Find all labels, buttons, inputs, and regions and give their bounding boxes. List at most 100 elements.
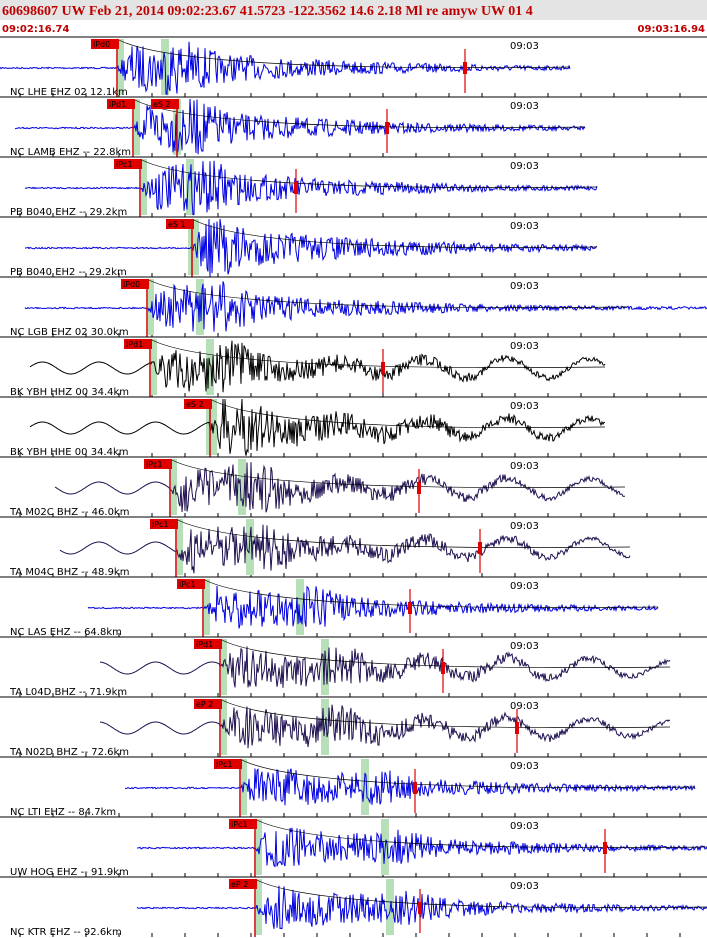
amplitude-mark	[441, 662, 445, 674]
pick-label: iPd0	[93, 40, 110, 49]
station-label: TA M04C BHZ -- 48.9km	[9, 567, 129, 578]
station-label: PB B040 EH2 -- 29.2km	[10, 267, 127, 278]
trace: 09:03 iPc1 NC LAS EHZ -- 64.8km	[0, 576, 707, 638]
s-window	[246, 519, 254, 575]
amplitude-mark	[478, 542, 482, 554]
amplitude-mark	[418, 902, 422, 914]
start-time: 09:02:16.74	[2, 24, 70, 35]
pick-label: iPd1	[109, 100, 126, 109]
station-label: BK YBH HHE 00 34.4km	[10, 447, 129, 458]
trace: 09:03 iPc1 NC LTI EHZ -- 84.7km	[0, 756, 707, 818]
time-label: 09:03	[510, 341, 539, 352]
decay-curve	[139, 158, 598, 189]
amplitude-mark	[603, 842, 607, 854]
waveform	[24, 281, 707, 332]
time-label: 09:03	[510, 401, 539, 412]
decay-curve	[191, 218, 598, 249]
pick-label: iPc1	[179, 580, 196, 589]
amplitude-mark	[417, 482, 421, 494]
pick-flag	[121, 279, 149, 289]
trace: 09:03 eS 1 PB B040 EH2 -- 29.2km	[0, 216, 707, 278]
time-label: 09:03	[510, 581, 539, 592]
decay-curve	[202, 578, 659, 609]
amplitude-mark	[413, 782, 417, 794]
decay-curve	[149, 338, 606, 369]
time-label: 09:03	[510, 41, 539, 52]
waveform	[87, 585, 659, 629]
p-window	[221, 639, 227, 695]
station-label: TA L04D BHZ -- 71.9km	[9, 687, 127, 698]
time-label: 09:03	[510, 281, 539, 292]
decay-curve	[175, 518, 631, 549]
station-label: PB B040 EHZ -- 29.2km	[10, 207, 127, 218]
p-window	[221, 699, 227, 755]
amplitude-mark	[385, 122, 389, 134]
trace: 09:03 iPd0 NC LHE EHZ 02 12.1km	[0, 36, 707, 98]
time-label: 09:03	[510, 881, 539, 892]
decay-curve	[219, 698, 671, 729]
trace: 09:03 iPc1 PB B040 EHZ -- 29.2km	[0, 156, 707, 218]
pick-flag	[124, 339, 152, 349]
waveform	[54, 462, 625, 513]
decay-curve	[146, 278, 628, 309]
trace: 09:03 iPd1 BK YBH HHZ 00 34.4km	[0, 336, 707, 398]
waveform	[59, 524, 631, 574]
waveform	[29, 340, 606, 393]
pick-flag	[229, 819, 257, 829]
pick-label: iPc1	[152, 520, 169, 529]
pick-flag	[214, 759, 242, 769]
station-label: NC LHE EHZ 02 12.1km	[10, 87, 128, 98]
pick-label: eP 2	[196, 700, 213, 709]
waveform	[124, 768, 696, 806]
waveform	[136, 885, 707, 930]
station-label: TA N02D BHZ -- 72.6km	[9, 747, 129, 758]
time-label: 09:03	[510, 521, 539, 532]
s-window	[206, 339, 214, 395]
time-label: 09:03	[510, 461, 539, 472]
p-window	[177, 519, 183, 575]
trace: 09:03 eP 2 NC KTR EHZ -- 92.6km	[0, 876, 707, 938]
p-window	[256, 879, 262, 935]
waveform	[99, 704, 671, 749]
trace: 09:03 iPc1 UW HOG EHZ -- 91.9km	[0, 816, 707, 878]
title-bar	[0, 0, 707, 20]
s-window	[296, 579, 304, 635]
s-window	[186, 159, 194, 215]
waveform	[99, 646, 671, 688]
station-label: NC LGB EHZ 02 30.0km	[10, 327, 129, 338]
pick-flag	[107, 99, 135, 109]
s-window	[361, 759, 369, 815]
trace: 09:03 iPc1 TA M02C BHZ -- 46.0km	[0, 456, 707, 518]
p-window	[193, 219, 199, 275]
pick-flag	[177, 579, 205, 589]
time-label: 09:03	[510, 161, 539, 172]
pick-flag	[91, 39, 119, 49]
pick-flag	[184, 399, 212, 409]
pick-flag	[194, 639, 222, 649]
pick-label: iPd1	[196, 640, 213, 649]
pick-label: eS 2	[186, 400, 204, 409]
trace: 09:03 iPd0 NC LGB EHZ 02 30.0km	[0, 276, 707, 338]
waveform	[24, 160, 598, 216]
pick-flag	[151, 99, 179, 109]
p-window	[256, 819, 262, 875]
pick-flag	[166, 219, 194, 229]
decay-curve	[116, 38, 571, 69]
waveform	[0, 41, 571, 96]
amplitude-mark	[294, 182, 298, 194]
pick-label: eS 1	[168, 220, 186, 229]
trace: 09:03 iPd1 eS 2 NC LAMB EHZ -- 22.8km	[0, 96, 707, 158]
trace: 09:03 iPd1 TA L04D BHZ -- 71.9km	[0, 636, 707, 698]
trace: 09:03 eP 2 TA N02D BHZ -- 72.6km	[0, 696, 707, 758]
pick-flag	[150, 519, 178, 529]
amplitude-mark	[463, 62, 467, 74]
decay-curve	[219, 638, 671, 669]
trace: 09:03 iPc1 TA M04C BHZ -- 48.9km	[0, 516, 707, 578]
waveform	[29, 398, 606, 456]
amplitude-mark	[515, 722, 519, 734]
pick-flag	[194, 699, 222, 709]
station-label: BK YBH HHZ 00 34.4km	[10, 387, 129, 398]
pick-label: iPc1	[146, 460, 163, 469]
p-window	[171, 459, 177, 515]
